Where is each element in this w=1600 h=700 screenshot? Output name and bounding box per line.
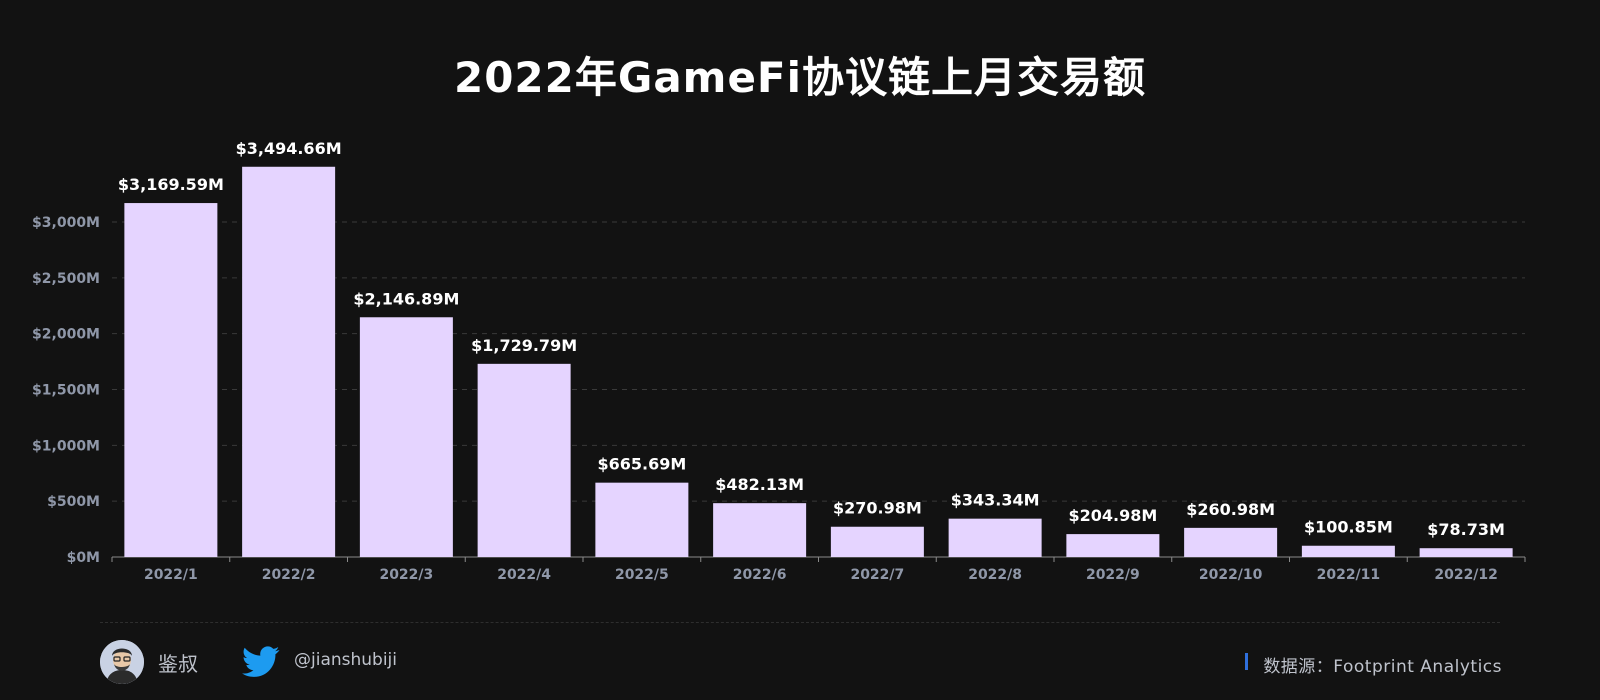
data-label: $100.85M bbox=[1304, 518, 1393, 537]
data-label: $1,729.79M bbox=[471, 336, 577, 355]
x-tick-label: 2022/10 bbox=[1199, 567, 1263, 583]
x-tick-label: 2022/5 bbox=[615, 567, 669, 583]
bar bbox=[477, 363, 571, 557]
x-tick-label: 2022/12 bbox=[1434, 567, 1498, 583]
footer-divider bbox=[100, 622, 1500, 623]
bar bbox=[1419, 548, 1513, 557]
data-source: 数据源：Footprint Analytics bbox=[1263, 657, 1502, 677]
x-tick-label: 2022/6 bbox=[733, 567, 787, 583]
x-tick-label: 2022/4 bbox=[497, 567, 551, 583]
bar bbox=[124, 203, 218, 558]
x-tick-label: 2022/7 bbox=[850, 567, 904, 583]
bar bbox=[242, 166, 336, 557]
bar bbox=[1301, 545, 1395, 557]
x-tick-label: 2022/9 bbox=[1086, 567, 1140, 583]
twitter-handle: @jianshubiji bbox=[294, 650, 398, 670]
y-tick-label: $2,500M bbox=[32, 271, 100, 287]
bar-chart: $0M $500M $1,000M $1,500M $2,000M $2,500M $3,0… bbox=[32, 139, 1526, 583]
y-tick-label: $1,000M bbox=[32, 438, 100, 454]
data-label: $3,169.59M bbox=[118, 175, 224, 194]
x-tick-label: 2022/1 bbox=[144, 567, 198, 583]
data-label: $260.98M bbox=[1186, 500, 1275, 519]
source-accent-bar bbox=[1245, 653, 1248, 670]
x-tick-label: 2022/3 bbox=[379, 567, 433, 583]
y-tick-label: $0M bbox=[67, 550, 100, 566]
y-tick-label: $3,000M bbox=[32, 215, 100, 231]
bar bbox=[1066, 534, 1160, 557]
x-tick-label: 2022/11 bbox=[1317, 567, 1381, 583]
twitter-icon bbox=[242, 646, 280, 678]
y-tick-label: $500M bbox=[47, 494, 100, 510]
data-label: $482.13M bbox=[715, 475, 804, 494]
y-tick-label: $1,500M bbox=[32, 383, 100, 399]
bar bbox=[595, 482, 689, 557]
bar bbox=[830, 526, 924, 557]
data-label: $665.69M bbox=[597, 455, 686, 474]
author-avatar bbox=[100, 640, 144, 684]
data-label: $78.73M bbox=[1427, 520, 1505, 539]
bar bbox=[713, 503, 807, 557]
data-label: $270.98M bbox=[833, 499, 922, 518]
x-tick-label: 2022/8 bbox=[968, 567, 1022, 583]
bar bbox=[1184, 527, 1278, 557]
x-tick-label: 2022/2 bbox=[262, 567, 316, 583]
data-label: $343.34M bbox=[951, 491, 1040, 510]
bar bbox=[359, 317, 453, 557]
bar bbox=[948, 518, 1042, 557]
data-label: $2,146.89M bbox=[353, 289, 459, 308]
data-label: $3,494.66M bbox=[236, 139, 342, 158]
y-tick-label: $2,000M bbox=[32, 327, 100, 343]
chart-title: 2022年GameFi协议链上月交易额 bbox=[453, 53, 1147, 102]
author-name: 鉴叔 bbox=[158, 652, 198, 676]
data-label: $204.98M bbox=[1068, 506, 1157, 525]
